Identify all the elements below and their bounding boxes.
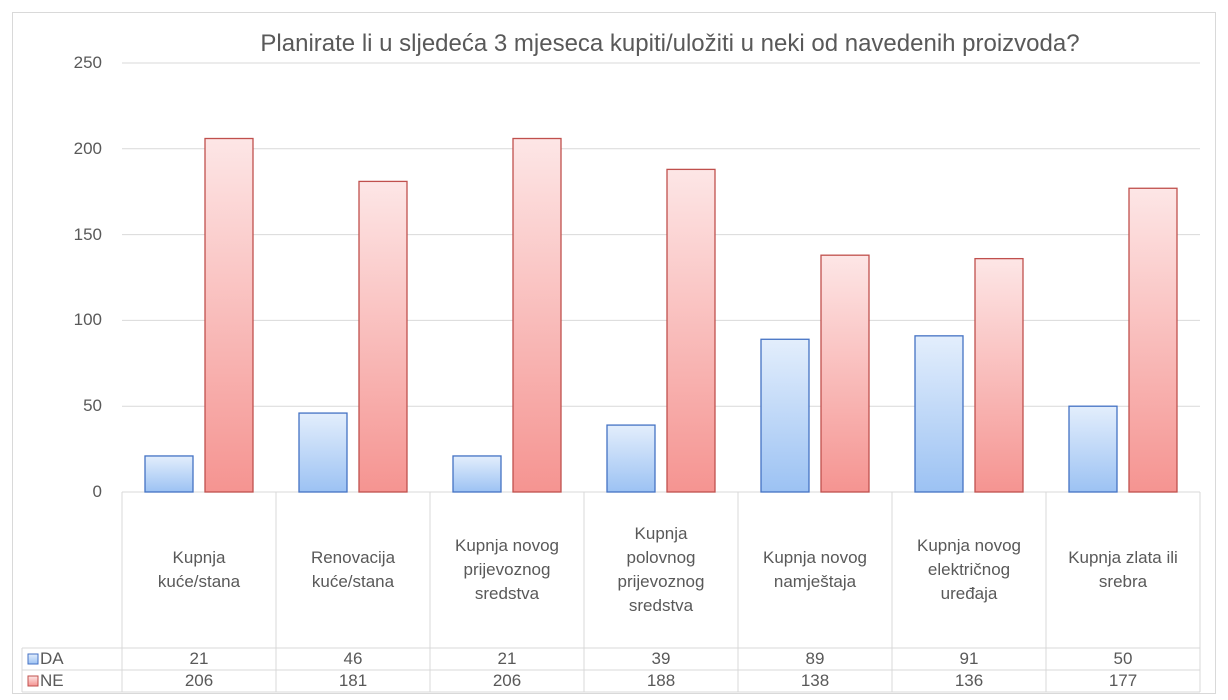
bar	[144, 455, 194, 493]
bar	[914, 335, 964, 493]
y-tick-label: 50	[83, 396, 102, 416]
x-tick-label: Kupnja zlata ili srebra	[1068, 548, 1178, 591]
table-value: 46	[343, 649, 363, 668]
table-value: 21	[497, 649, 517, 668]
y-tick-label: 250	[73, 53, 102, 72]
bar	[666, 168, 716, 493]
table-value: 89	[805, 649, 825, 668]
x-tick-label: Kupnja novog namještaja	[763, 548, 867, 591]
table-value: 91	[959, 649, 979, 668]
y-tick-label: 200	[73, 138, 102, 158]
table-value: 138	[800, 671, 830, 690]
bar	[760, 338, 810, 493]
bar	[974, 257, 1024, 493]
table-value: 188	[646, 671, 676, 690]
x-tick-label: Renovacija kuće/stana	[310, 548, 396, 591]
bar	[204, 137, 254, 493]
table-value: 206	[184, 671, 214, 690]
bar	[1068, 405, 1118, 493]
chart-title: Planirate li u sljedeća 3 mjeseca kupiti…	[260, 30, 1080, 57]
table-value: 181	[338, 671, 368, 690]
y-tick-label: 150	[73, 224, 102, 244]
bar	[452, 455, 502, 493]
table-value: 39	[651, 649, 671, 668]
x-tick-label: Kupnja kuće/stana	[157, 548, 241, 591]
bar	[606, 424, 656, 493]
x-tick-label: Kupnja polovnog prijevoznog sredstva	[617, 524, 705, 615]
table-value: 136	[954, 671, 984, 690]
legend-key	[27, 653, 39, 665]
bar	[358, 180, 408, 493]
legend-label: DA	[40, 649, 64, 668]
chart-border	[12, 12, 1216, 694]
legend-key	[27, 675, 39, 687]
bar	[512, 137, 562, 493]
x-tick-label: Kupnja novog električnog uređaja	[917, 536, 1021, 603]
table-value: 177	[1108, 671, 1138, 690]
bar	[1128, 187, 1178, 493]
y-tick-label: 0	[92, 482, 102, 501]
table-value: 50	[1113, 649, 1133, 668]
bar	[820, 254, 870, 493]
table-value: 206	[492, 671, 522, 690]
legend-label: NE	[40, 671, 64, 690]
bar	[298, 412, 348, 493]
x-tick-label: Kupnja novog prijevoznog sredstva	[455, 536, 559, 603]
y-tick-label: 100	[73, 310, 102, 330]
table-value: 21	[189, 649, 209, 668]
